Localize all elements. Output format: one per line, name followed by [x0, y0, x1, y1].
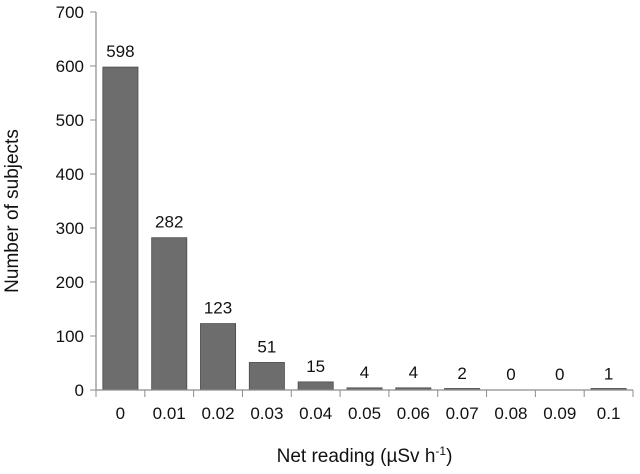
- x-tick-label: 0.08: [494, 404, 527, 423]
- y-axis-title: Number of subjects: [2, 129, 23, 293]
- y-tick-label: 300: [56, 219, 84, 238]
- x-tick-label: 0.09: [543, 404, 576, 423]
- y-tick-label: 200: [56, 273, 84, 292]
- data-label: 123: [204, 299, 232, 318]
- x-axis-title: Net reading (µSv h-1): [277, 444, 453, 467]
- x-tick-label: 0.03: [250, 404, 283, 423]
- bar: [297, 381, 334, 391]
- data-label: 4: [409, 363, 418, 382]
- bar: [102, 66, 139, 391]
- x-axis-title-sup: -1: [435, 444, 446, 458]
- x-tick-label: 0.06: [397, 404, 430, 423]
- y-tick-label: 0: [75, 381, 84, 400]
- data-label: 0: [555, 365, 564, 384]
- x-axis-title-close: ): [446, 446, 452, 467]
- data-label: 2: [457, 364, 466, 383]
- data-labels: 598 282 123 51 15 4 4 2 0 0 1: [106, 42, 613, 384]
- data-label: 0: [506, 365, 515, 384]
- bar: [200, 323, 237, 391]
- x-tick-label: 0.04: [299, 404, 332, 423]
- data-label: 282: [155, 213, 183, 232]
- y-tick-label: 500: [56, 111, 84, 130]
- data-label: 15: [306, 357, 325, 376]
- x-axis-title-unit: µSv h: [386, 446, 435, 467]
- y-tick-label: 400: [56, 165, 84, 184]
- data-label: 1: [604, 364, 613, 383]
- y-tick-label: 100: [56, 327, 84, 346]
- x-tick-label: 0.1: [597, 404, 621, 423]
- x-axis-title-main: Net reading (: [277, 446, 388, 467]
- y-tick-label: 700: [56, 3, 84, 22]
- bar: [248, 362, 285, 391]
- x-tick-label: 0.05: [348, 404, 381, 423]
- bars: [102, 66, 627, 391]
- data-label: 4: [360, 363, 369, 382]
- x-axis-ticks: 0 0.01 0.02 0.03 0.04 0.05 0.06 0.07 0.08 0.09 0.1: [95, 390, 634, 423]
- x-tick-label: 0.07: [446, 404, 479, 423]
- data-label: 598: [106, 42, 134, 61]
- x-tick-label: 0.02: [201, 404, 234, 423]
- x-tick-label: 0: [116, 404, 125, 423]
- x-tick-label: 0.01: [153, 404, 186, 423]
- data-label: 51: [257, 337, 276, 356]
- y-tick-label: 600: [56, 57, 84, 76]
- bar: [151, 237, 188, 391]
- y-axis-ticks: 0 100 200 300 400 500 600 700: [56, 3, 96, 400]
